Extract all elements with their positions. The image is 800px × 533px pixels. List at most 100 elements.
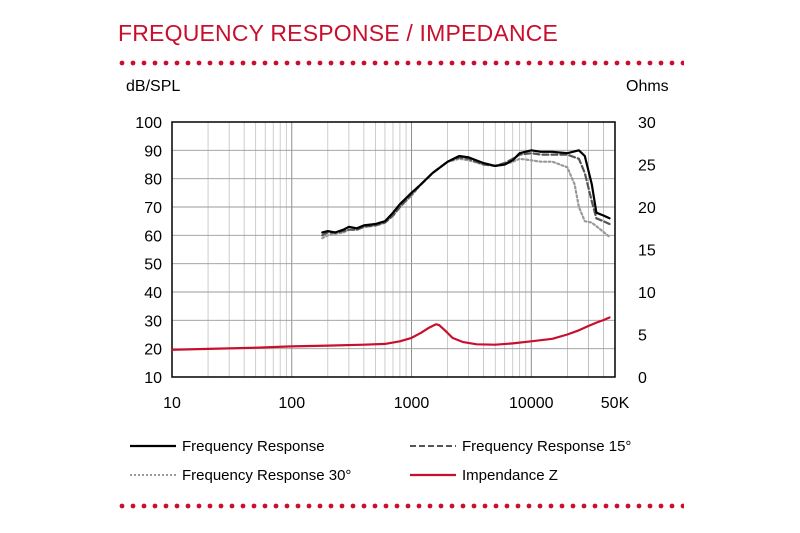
divider-dot bbox=[526, 503, 532, 509]
divider-dot bbox=[119, 60, 125, 66]
divider-dot bbox=[141, 60, 147, 66]
divider-dot bbox=[383, 60, 389, 66]
divider-dot bbox=[427, 503, 433, 509]
y-left-tick-label: 10 bbox=[144, 370, 162, 387]
divider-dot bbox=[196, 503, 202, 509]
divider-dot bbox=[493, 60, 499, 66]
divider-dot bbox=[295, 503, 301, 509]
divider-dot bbox=[229, 503, 235, 509]
x-axis-ticks: 10 100 1000 10000 50K bbox=[163, 395, 629, 412]
legend-item-frequency-response: Frequency Response bbox=[128, 436, 325, 456]
divider-dot bbox=[471, 503, 477, 509]
divider-dot bbox=[185, 503, 191, 509]
divider-dot bbox=[185, 60, 191, 66]
divider-dot bbox=[394, 503, 400, 509]
divider-dot bbox=[152, 503, 158, 509]
divider-dot bbox=[361, 60, 367, 66]
legend-swatch-solid-red bbox=[410, 473, 456, 477]
divider-dot bbox=[416, 503, 422, 509]
dotted-divider-bottom bbox=[119, 503, 684, 509]
divider-dot bbox=[240, 503, 246, 509]
divider-dot bbox=[163, 60, 169, 66]
divider-dot bbox=[471, 60, 477, 66]
divider-dot bbox=[592, 60, 598, 66]
divider-dot bbox=[570, 503, 576, 509]
divider-dot bbox=[350, 503, 356, 509]
divider-dot bbox=[284, 503, 290, 509]
y-left-tick-label: 30 bbox=[144, 313, 162, 330]
legend-label: Impendance Z bbox=[462, 466, 558, 484]
divider-dot bbox=[295, 60, 301, 66]
divider-dot bbox=[438, 503, 444, 509]
divider-dot bbox=[515, 503, 521, 509]
y-left-tick-label: 90 bbox=[144, 143, 162, 160]
divider-dot bbox=[273, 503, 279, 509]
series-line-impendance-z bbox=[170, 316, 611, 351]
series-layer bbox=[170, 149, 611, 351]
divider-dot bbox=[636, 503, 642, 509]
divider-dot bbox=[581, 503, 587, 509]
y-right-tick-label: 25 bbox=[638, 158, 656, 175]
legend-item-frequency-response-30: Frequency Response 30° bbox=[128, 465, 351, 485]
divider-dot bbox=[482, 503, 488, 509]
x-tick-label: 100 bbox=[278, 395, 305, 412]
divider-dot bbox=[251, 60, 257, 66]
x-tick-label: 1000 bbox=[394, 395, 430, 412]
divider-dot bbox=[647, 60, 653, 66]
divider-dot bbox=[449, 60, 455, 66]
divider-dot bbox=[207, 503, 213, 509]
divider-dot bbox=[130, 60, 136, 66]
divider-dot bbox=[317, 60, 323, 66]
divider-dot bbox=[614, 503, 620, 509]
divider-dot bbox=[251, 503, 257, 509]
divider-dot bbox=[658, 503, 664, 509]
y-axis-left-label: dB/SPL bbox=[126, 78, 180, 95]
divider-dot bbox=[284, 60, 290, 66]
divider-dot bbox=[614, 60, 620, 66]
divider-dot bbox=[218, 503, 224, 509]
divider-dot bbox=[119, 503, 125, 509]
divider-dot bbox=[537, 503, 543, 509]
divider-dot bbox=[636, 60, 642, 66]
divider-dot bbox=[174, 503, 180, 509]
divider-dot bbox=[328, 503, 334, 509]
legend-item-impedance: Impendance Z bbox=[408, 465, 558, 485]
divider-dot bbox=[669, 60, 675, 66]
y-right-tick-label: 15 bbox=[638, 243, 656, 260]
divider-dot bbox=[394, 60, 400, 66]
y-left-tick-label: 60 bbox=[144, 228, 162, 245]
divider-dot bbox=[625, 60, 631, 66]
divider-dot bbox=[548, 60, 554, 66]
y-right-tick-label: 20 bbox=[638, 200, 656, 217]
divider-dot bbox=[449, 503, 455, 509]
divider-dot bbox=[647, 503, 653, 509]
divider-dot bbox=[570, 60, 576, 66]
y-axis-left-ticks: 100 90 80 70 60 50 40 30 20 10 bbox=[135, 115, 162, 387]
divider-dot bbox=[504, 60, 510, 66]
legend-item-frequency-response-15: Frequency Response 15° bbox=[408, 436, 631, 456]
legend-label: Frequency Response 30° bbox=[182, 466, 352, 484]
divider-dot bbox=[196, 60, 202, 66]
divider-dot bbox=[163, 503, 169, 509]
divider-dot bbox=[515, 60, 521, 66]
divider-dot bbox=[350, 60, 356, 66]
y-left-tick-label: 70 bbox=[144, 200, 162, 217]
divider-dot bbox=[460, 60, 466, 66]
divider-dot bbox=[372, 60, 378, 66]
y-left-tick-label: 40 bbox=[144, 285, 162, 302]
divider-dot bbox=[460, 503, 466, 509]
divider-dot bbox=[306, 60, 312, 66]
legend-swatch-dashed-gray bbox=[410, 445, 456, 447]
y-axis-right-label: Ohms bbox=[626, 78, 669, 95]
page-title: FREQUENCY RESPONSE / IMPEDANCE bbox=[118, 20, 559, 46]
divider-dot bbox=[581, 60, 587, 66]
legend-swatch-solid-black bbox=[130, 444, 176, 448]
divider-dot bbox=[262, 60, 268, 66]
divider-dot bbox=[416, 60, 422, 66]
divider-dot bbox=[361, 503, 367, 509]
divider-dot bbox=[669, 503, 675, 509]
y-right-tick-label: 10 bbox=[638, 285, 656, 302]
y-left-tick-label: 80 bbox=[144, 172, 162, 189]
divider-dot bbox=[405, 503, 411, 509]
